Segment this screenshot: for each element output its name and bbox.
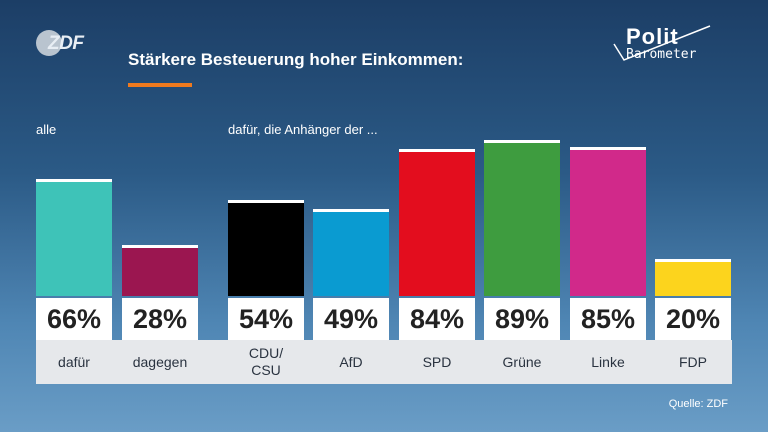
bar-1 — [122, 248, 198, 296]
category-label-1: dagegen — [132, 353, 188, 370]
category-band — [36, 340, 732, 384]
value-label-5: 89% — [484, 298, 560, 340]
category-label-6: Linke — [591, 353, 625, 370]
bar-cap-5 — [484, 140, 560, 143]
category-label-7: FDP — [679, 353, 707, 370]
bar-cap-4 — [399, 149, 475, 152]
category-label-3: AfD — [339, 353, 363, 370]
category-label-4: SPD — [422, 353, 452, 370]
bar-cap-3 — [313, 209, 389, 212]
bar-cap-0 — [36, 179, 112, 182]
value-label-4: 84% — [399, 298, 475, 340]
bar-3 — [313, 212, 389, 296]
title-accent-line — [128, 83, 192, 87]
bar-7 — [655, 262, 731, 296]
zdf-logo-text: ZDF — [48, 33, 84, 54]
brand-line-1: Polit — [626, 24, 679, 49]
value-label-2: 54% — [228, 298, 304, 340]
category-label-2: CDU/ CSU — [248, 345, 284, 378]
bar-0 — [36, 182, 112, 296]
bar-cap-7 — [655, 259, 731, 262]
bar-2 — [228, 203, 304, 296]
zdf-logo-circle — [36, 30, 62, 56]
politbarometer-logo: Polit Barometer — [612, 24, 722, 68]
category-label-0: dafür — [58, 353, 90, 370]
value-label-1: 28% — [122, 298, 198, 340]
bar-cap-2 — [228, 200, 304, 203]
source-note: Quelle: ZDF — [668, 398, 728, 410]
value-label-0: 66% — [36, 298, 112, 340]
chart-title: Stärkere Besteuerung hoher Einkommen: — [128, 50, 464, 69]
politbarometer-checkmark-icon — [613, 25, 711, 61]
brand-line-2: Barometer — [626, 47, 697, 62]
bar-4 — [399, 152, 475, 296]
bar-5 — [484, 143, 560, 296]
bar-cap-6 — [570, 147, 646, 150]
category-label-5: Grüne — [502, 353, 542, 370]
group-label-supporters: dafür, die Anhänger der ... — [228, 122, 378, 137]
value-label-3: 49% — [313, 298, 389, 340]
value-label-6: 85% — [570, 298, 646, 340]
bar-6 — [570, 150, 646, 296]
bar-cap-1 — [122, 245, 198, 248]
zdf-logo: ZDF — [36, 30, 92, 56]
group-label-all: alle — [36, 122, 57, 137]
value-label-7: 20% — [655, 298, 731, 340]
